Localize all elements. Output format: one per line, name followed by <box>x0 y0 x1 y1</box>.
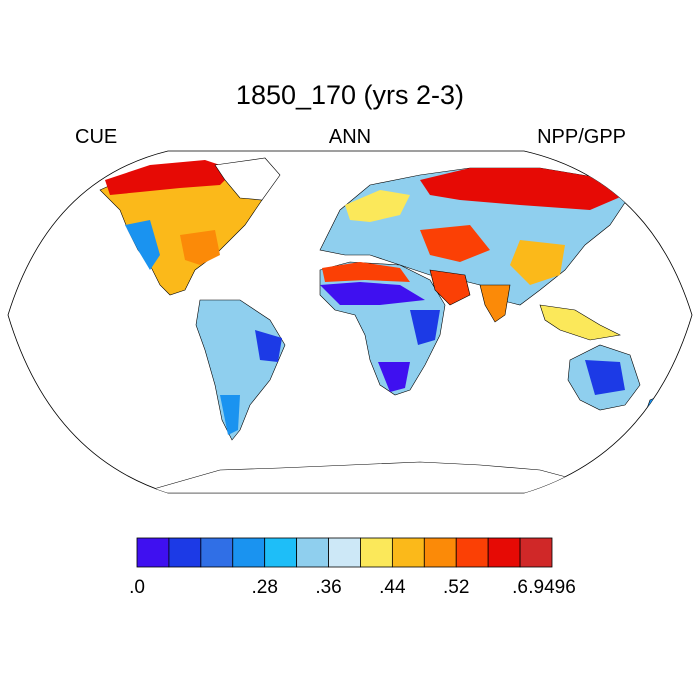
land-north-america-arctic <box>105 160 235 195</box>
colorbar-tick-label: .6 <box>512 577 528 598</box>
land-sahara-north <box>322 262 410 282</box>
land-siberia <box>420 168 625 210</box>
land-antarctica <box>149 461 571 493</box>
land-east-africa <box>410 310 440 345</box>
colorbar-swatch <box>423 537 457 568</box>
colorbar-tick-label: .0 <box>129 577 145 598</box>
variable-label: CUE <box>75 126 118 148</box>
land-india <box>479 284 511 323</box>
land-china <box>510 240 565 285</box>
colorbar-swatch <box>391 537 425 568</box>
land-cells <box>99 157 663 493</box>
colorbar-swatch <box>519 537 553 568</box>
land-sahara <box>320 282 425 305</box>
colorbar-tick-label: .36 <box>315 577 341 598</box>
colorbar-swatch <box>360 537 393 568</box>
colorbar-swatch <box>264 537 298 568</box>
land-central-asia <box>420 225 490 262</box>
season-label: ANN <box>328 126 372 148</box>
land-arabia <box>429 269 471 306</box>
land-southeast-asia <box>539 304 621 341</box>
colorbar-swatch <box>200 537 234 568</box>
colorbar-swatch <box>232 537 266 568</box>
land-north-america-west <box>125 220 160 270</box>
plot-title: 1850_170 (yrs 2-3) <box>235 80 465 110</box>
land-south-america-east <box>255 330 282 362</box>
colorbar-swatch <box>296 537 329 568</box>
land-greenland <box>214 157 281 201</box>
colorbar-swatch <box>455 537 489 568</box>
land-north-america-east <box>180 230 220 265</box>
land-south-america-south <box>220 395 240 435</box>
land-australia-interior <box>585 360 625 395</box>
colorbar-tick-label: .52 <box>443 577 469 598</box>
land-europe-north <box>345 190 410 222</box>
colorbar-swatch <box>136 537 170 568</box>
colorbar-swatch <box>168 537 202 568</box>
units-label: NPP/GPP <box>537 126 626 148</box>
colorbar-tick-label: .9496 <box>528 577 576 598</box>
colorbar-tick-label: .44 <box>379 577 406 598</box>
colorbar-swatch <box>487 537 521 568</box>
colorbar-swatch <box>328 537 361 568</box>
colorbar-tick-label: .28 <box>251 577 277 598</box>
land-southern-africa <box>378 362 410 392</box>
